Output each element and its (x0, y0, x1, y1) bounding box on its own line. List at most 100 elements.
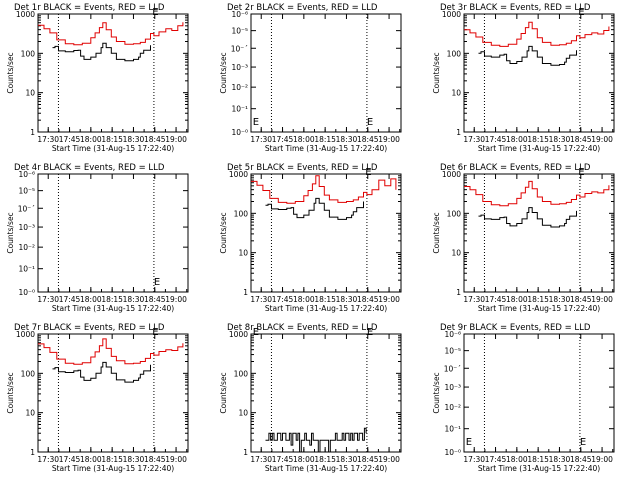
y-axis-label: Counts/sec (6, 372, 15, 413)
y-tick-label: 10⁻² (18, 243, 35, 252)
panel-det-2: Det 2r BLACK = Events, RED = LLD 10⁻⁰ 10⁻¹… (219, 3, 402, 153)
y-tick-label: 1000 (442, 10, 461, 19)
panel-det-1: Det 1r BLACK = Events, RED = LLD 1 10 100 10… (6, 3, 189, 153)
panel-det-3: Det 3r BLACK = Events, RED = LLD 1 10 100 10… (432, 3, 615, 153)
plot-frame (250, 333, 402, 453)
y-axis: 1 10 100 1000 (442, 170, 614, 297)
event-marker-label: E (154, 277, 160, 288)
x-tick-label: 17:45 (59, 135, 81, 144)
y-axis: 1 10 100 1000 (229, 330, 401, 457)
x-tick-label: 19:00 (165, 295, 187, 304)
x-tick-label: 17:45 (485, 455, 507, 464)
panel-det-5: Det 5r BLACK = Events, RED = LLD 1 10 100 10… (219, 163, 402, 313)
y-tick-label: 10⁻⁵ (231, 27, 248, 36)
panel-title: Det 9r BLACK = Events, RED = LLD (440, 323, 591, 333)
y-tick-label: 1 (30, 448, 35, 457)
x-tick-label: 18:30 (123, 295, 145, 304)
x-axis-label: Start Time (31-Aug-15 17:22:40) (478, 144, 600, 153)
y-tick-label: 10⁻¹ (444, 425, 461, 434)
y-axis-label: Counts/sec (219, 212, 228, 253)
y-axis: 10⁻⁰ 10⁻¹ 10⁻² 10⁻³ 10⁻´ 10⁻⁵ 10⁻⁶ (18, 170, 188, 297)
plot-frame (463, 13, 615, 133)
x-tick-label: 18:00 (293, 455, 315, 464)
y-tick-label: 1 (456, 288, 461, 297)
event-marker-label: E (466, 437, 472, 448)
x-tick-label: 18:45 (144, 135, 166, 144)
x-tick-label: 19:00 (378, 135, 400, 144)
plot-frame (250, 173, 402, 293)
y-tick-label: 10⁻² (231, 83, 248, 92)
x-tick-label: 19:00 (165, 135, 187, 144)
y-axis: 10⁻⁰ 10⁻¹ 10⁻² 10⁻³ 10⁻´ 10⁻⁵ 10⁻⁶ (444, 330, 614, 457)
x-tick-label: 19:00 (165, 455, 187, 464)
y-tick-label: 1000 (229, 330, 248, 339)
y-tick-label: 10⁻⁰ (18, 288, 35, 297)
panel-det-9: Det 9r BLACK = Events, RED = LLD 10⁻⁰ 10⁻¹… (432, 323, 615, 473)
y-axis-label: Counts/sec (432, 212, 441, 253)
series-lld-red (251, 175, 397, 204)
x-tick-label: 18:15 (101, 455, 123, 464)
x-tick-label: 17:30 (37, 135, 59, 144)
y-tick-label: 10 (25, 89, 35, 98)
x-tick-label: 19:00 (591, 135, 613, 144)
y-tick-label: 100 (21, 369, 36, 378)
x-tick-label: 19:00 (378, 295, 400, 304)
y-tick-label: 1000 (442, 170, 461, 179)
x-tick-label: 18:00 (293, 295, 315, 304)
y-tick-label: 10⁻³ (231, 63, 248, 72)
y-axis-label: Counts/sec (6, 212, 15, 253)
x-tick-label: 17:30 (250, 135, 272, 144)
y-tick-label: 10⁻⁵ (18, 187, 35, 196)
panel-title: Det 6r BLACK = Events, RED = LLD (440, 163, 591, 173)
x-tick-label: 18:45 (570, 455, 592, 464)
y-tick-label: 10 (25, 409, 35, 418)
y-tick-label: 100 (21, 49, 36, 58)
x-tick-label: 18:45 (144, 455, 166, 464)
x-tick-label: 18:30 (549, 455, 571, 464)
x-tick-label: 18:30 (549, 135, 571, 144)
plot-frame (37, 173, 189, 293)
x-tick-label: 18:00 (80, 135, 102, 144)
y-tick-label: 10⁻⁶ (444, 330, 461, 339)
y-tick-label: 1000 (16, 10, 35, 19)
x-tick-label: 18:30 (549, 295, 571, 304)
y-tick-label: 1 (243, 288, 248, 297)
y-tick-label: 10⁻³ (18, 223, 35, 232)
series-lld-red (464, 21, 610, 47)
x-tick-label: 17:30 (37, 455, 59, 464)
x-tick-label: 18:30 (336, 135, 358, 144)
y-axis: 1 10 100 1000 (16, 330, 188, 457)
y-tick-label: 10⁻¹ (18, 265, 35, 274)
x-axis: 17:30 17:45 18:00 18:15 18:30 18:45 19:00 (250, 174, 401, 304)
y-axis: 1 10 100 1000 (442, 10, 614, 137)
series-events-black (478, 45, 577, 66)
y-axis-label: Counts/sec (432, 52, 441, 93)
x-axis: 17:30 17:45 18:00 18:15 18:30 18:45 19:00 (463, 334, 614, 464)
event-marker-label: E (253, 327, 259, 338)
plot-frame (463, 333, 615, 453)
series-lld-red (38, 22, 184, 46)
x-tick-label: 18:15 (314, 455, 336, 464)
y-tick-label: 10 (238, 249, 248, 258)
plot-frame (463, 173, 615, 293)
x-tick-label: 17:30 (250, 455, 272, 464)
panel-title: Det 7r BLACK = Events, RED = LLD (14, 323, 165, 333)
event-marker-label: E (365, 167, 371, 178)
series-events-black (265, 197, 364, 220)
series-events-black (265, 427, 367, 453)
y-tick-label: 10⁻´ (231, 44, 249, 53)
x-tick-label: 19:00 (378, 455, 400, 464)
x-tick-label: 17:30 (250, 295, 272, 304)
plot-frame (37, 13, 189, 133)
panel-title: Det 4r BLACK = Events, RED = LLD (14, 163, 165, 173)
y-axis-label: Counts/sec (6, 52, 15, 93)
y-tick-label: 10⁻´ (444, 364, 462, 373)
y-tick-label: 10⁻⁶ (18, 170, 35, 179)
x-tick-label: 18:00 (506, 135, 528, 144)
event-marker-label: E (367, 327, 373, 338)
x-tick-label: 17:30 (463, 295, 485, 304)
x-tick-label: 18:00 (506, 455, 528, 464)
series-events-black (478, 207, 577, 228)
x-axis-label: Start Time (31-Aug-15 17:22:40) (52, 144, 174, 153)
